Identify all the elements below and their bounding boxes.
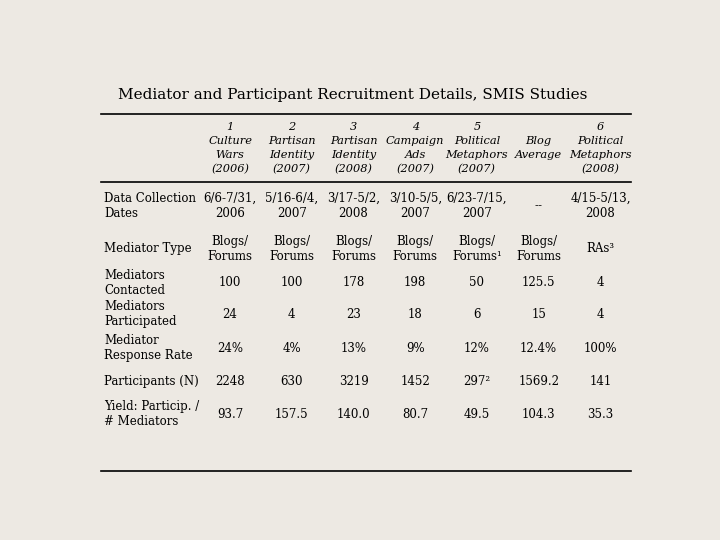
- Text: 15: 15: [531, 308, 546, 321]
- Text: Mediator
Response Rate: Mediator Response Rate: [104, 334, 192, 362]
- Text: 93.7: 93.7: [217, 408, 243, 421]
- Text: 4: 4: [597, 308, 604, 321]
- Text: 13%: 13%: [341, 342, 366, 355]
- Text: 104.3: 104.3: [522, 408, 556, 421]
- Text: 3/17-5/2,
2008: 3/17-5/2, 2008: [327, 192, 380, 220]
- Text: 141: 141: [589, 375, 611, 388]
- Text: (2006): (2006): [211, 164, 249, 174]
- Text: 125.5: 125.5: [522, 276, 555, 289]
- Text: (2007): (2007): [396, 164, 434, 174]
- Text: 1452: 1452: [400, 375, 430, 388]
- Text: Data Collection
Dates: Data Collection Dates: [104, 192, 196, 220]
- Text: --: --: [535, 199, 543, 212]
- Text: (2007): (2007): [273, 164, 311, 174]
- Text: Ads: Ads: [405, 150, 426, 160]
- Text: 4/15-5/13,
2008: 4/15-5/13, 2008: [570, 192, 631, 220]
- Text: 4: 4: [412, 122, 419, 132]
- Text: 9%: 9%: [406, 342, 425, 355]
- Text: 23: 23: [346, 308, 361, 321]
- Text: 2248: 2248: [215, 375, 245, 388]
- Text: 80.7: 80.7: [402, 408, 428, 421]
- Text: 100: 100: [219, 276, 241, 289]
- Text: (2008): (2008): [335, 164, 372, 174]
- Text: 4%: 4%: [282, 342, 301, 355]
- Text: 6/6-7/31,
2006: 6/6-7/31, 2006: [204, 192, 256, 220]
- Text: 140.0: 140.0: [337, 408, 370, 421]
- Text: 198: 198: [404, 276, 426, 289]
- Text: 178: 178: [343, 276, 364, 289]
- Text: 6: 6: [597, 122, 604, 132]
- Text: 1: 1: [227, 122, 234, 132]
- Text: Mediators
Participated: Mediators Participated: [104, 300, 176, 328]
- Text: 6: 6: [473, 308, 481, 321]
- Text: 50: 50: [469, 276, 485, 289]
- Text: Partisan: Partisan: [268, 136, 315, 146]
- Text: Blogs/
Forums¹: Blogs/ Forums¹: [452, 234, 502, 262]
- Text: 2: 2: [288, 122, 295, 132]
- Text: 5: 5: [473, 122, 480, 132]
- Text: (2008): (2008): [582, 164, 619, 174]
- Text: 12%: 12%: [464, 342, 490, 355]
- Text: Metaphors: Metaphors: [569, 150, 631, 160]
- Text: Mediator Type: Mediator Type: [104, 242, 192, 255]
- Text: 12.4%: 12.4%: [520, 342, 557, 355]
- Text: Blog: Blog: [526, 136, 552, 146]
- Text: 1569.2: 1569.2: [518, 375, 559, 388]
- Text: 24%: 24%: [217, 342, 243, 355]
- Text: (2007): (2007): [458, 164, 496, 174]
- Text: Identity: Identity: [269, 150, 315, 160]
- Text: Campaign: Campaign: [386, 136, 444, 146]
- Text: 35.3: 35.3: [588, 408, 613, 421]
- Text: 297²: 297²: [464, 375, 490, 388]
- Text: 49.5: 49.5: [464, 408, 490, 421]
- Text: Blogs/
Forums: Blogs/ Forums: [207, 234, 253, 262]
- Text: 6/23-7/15,
2007: 6/23-7/15, 2007: [446, 192, 507, 220]
- Text: Political: Political: [454, 136, 500, 146]
- Text: Mediators
Contacted: Mediators Contacted: [104, 269, 165, 297]
- Text: Average: Average: [515, 150, 562, 160]
- Text: 100: 100: [281, 276, 303, 289]
- Text: Yield: Particip. /
# Mediators: Yield: Particip. / # Mediators: [104, 400, 199, 428]
- Text: 100%: 100%: [584, 342, 617, 355]
- Text: Blogs/
Forums: Blogs/ Forums: [269, 234, 315, 262]
- Text: 18: 18: [408, 308, 423, 321]
- Text: Political: Political: [577, 136, 624, 146]
- Text: Participants (N): Participants (N): [104, 375, 199, 388]
- Text: 24: 24: [222, 308, 238, 321]
- Text: 3219: 3219: [338, 375, 369, 388]
- Text: RAs³: RAs³: [586, 242, 614, 255]
- Text: Wars: Wars: [216, 150, 245, 160]
- Text: Identity: Identity: [331, 150, 376, 160]
- Text: 157.5: 157.5: [275, 408, 309, 421]
- Text: 3: 3: [350, 122, 357, 132]
- Text: 4: 4: [597, 276, 604, 289]
- Text: Partisan: Partisan: [330, 136, 377, 146]
- Text: 4: 4: [288, 308, 295, 321]
- Text: 5/16-6/4,
2007: 5/16-6/4, 2007: [265, 192, 318, 220]
- Text: Metaphors: Metaphors: [446, 150, 508, 160]
- Text: Blogs/
Forums: Blogs/ Forums: [331, 234, 376, 262]
- Text: Culture: Culture: [208, 136, 252, 146]
- Text: Mediator and Participant Recruitment Details, SMIS Studies: Mediator and Participant Recruitment Det…: [117, 87, 587, 102]
- Text: 630: 630: [281, 375, 303, 388]
- Text: Blogs/
Forums: Blogs/ Forums: [516, 234, 561, 262]
- Text: 3/10-5/5,
2007: 3/10-5/5, 2007: [389, 192, 442, 220]
- Text: Blogs/
Forums: Blogs/ Forums: [392, 234, 438, 262]
